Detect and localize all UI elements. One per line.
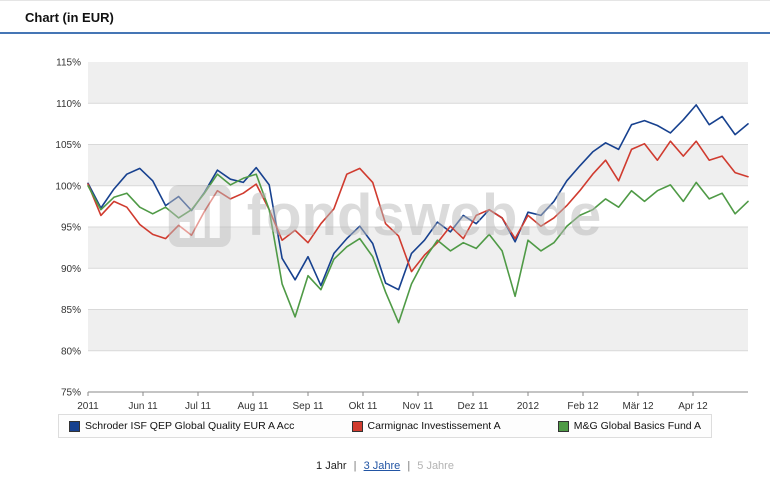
plot-band xyxy=(88,268,748,310)
y-axis-label: 110% xyxy=(56,99,81,110)
legend-label: M&G Global Basics Fund A xyxy=(573,420,701,432)
x-axis-label: Mär 12 xyxy=(622,401,654,412)
x-axis-label: Jun 11 xyxy=(128,401,158,412)
period-3-jahre-link[interactable]: 3 Jahre xyxy=(363,460,401,472)
period-links: 1 Jahr | 3 Jahre | 5 Jahre xyxy=(0,460,770,472)
y-axis-label: 90% xyxy=(61,264,81,275)
x-axis-label: Aug 11 xyxy=(238,401,269,412)
legend-swatch-icon xyxy=(351,420,363,432)
page-title: Chart (in EUR) xyxy=(25,10,114,25)
x-axis-label: Feb 12 xyxy=(567,401,599,412)
plot-band xyxy=(88,103,748,145)
performance-chart: 75% 80% 85% 90% 95% 100% 105% 110% 115% 2011 Jun 1… xyxy=(55,58,749,412)
x-axis-label: Okt 11 xyxy=(349,401,378,412)
x-axis-label: Jul 11 xyxy=(185,401,211,412)
module-header: Chart (in EUR) xyxy=(0,1,770,34)
plot-band xyxy=(88,309,748,351)
legend-label: Carmignac Investissement A xyxy=(367,420,501,432)
period-1-jahr: 1 Jahr xyxy=(316,460,347,472)
chart-module: Chart (in EUR) 75% 80% 85% 90% 95% 100% 105% 11… xyxy=(0,1,770,472)
x-axis-label: Nov 11 xyxy=(403,401,434,412)
y-axis-label: 75% xyxy=(61,388,81,399)
y-axis-label: 80% xyxy=(61,346,81,357)
x-axis-label: 2012 xyxy=(517,401,540,412)
legend-item: M&G Global Basics Fund A xyxy=(557,420,701,432)
separator: | xyxy=(407,460,411,472)
x-axis-label: Apr 12 xyxy=(678,401,708,412)
legend-label: Schroder ISF QEP Global Quality EUR A Ac… xyxy=(85,420,295,432)
legend-item: Schroder ISF QEP Global Quality EUR A Ac… xyxy=(69,420,294,432)
chart-legend: Schroder ISF QEP Global Quality EUR A Ac… xyxy=(58,414,712,438)
plot-band xyxy=(88,350,748,392)
legend-swatch-icon xyxy=(557,420,569,432)
x-axis-label: Dez 11 xyxy=(458,401,489,412)
y-axis-label: 115% xyxy=(56,58,81,69)
legend-swatch-icon xyxy=(69,420,80,432)
y-axis-label: 105% xyxy=(55,140,81,151)
plot-band xyxy=(88,144,748,186)
legend-item: Carmignac Investissement A xyxy=(351,420,501,432)
y-axis-label: 85% xyxy=(61,305,81,316)
x-axis-label: 2011 xyxy=(77,401,99,412)
chart-area: 75% 80% 85% 90% 95% 100% 105% 110% 115% 2011 Jun 1… xyxy=(0,42,770,414)
x-axis-label: Sep 11 xyxy=(293,401,324,412)
period-5-jahre: 5 Jahre xyxy=(417,460,454,472)
y-axis-label: 100% xyxy=(55,181,81,192)
y-axis-label: 95% xyxy=(61,223,81,234)
plot-band xyxy=(88,62,748,104)
separator: | xyxy=(353,460,357,472)
